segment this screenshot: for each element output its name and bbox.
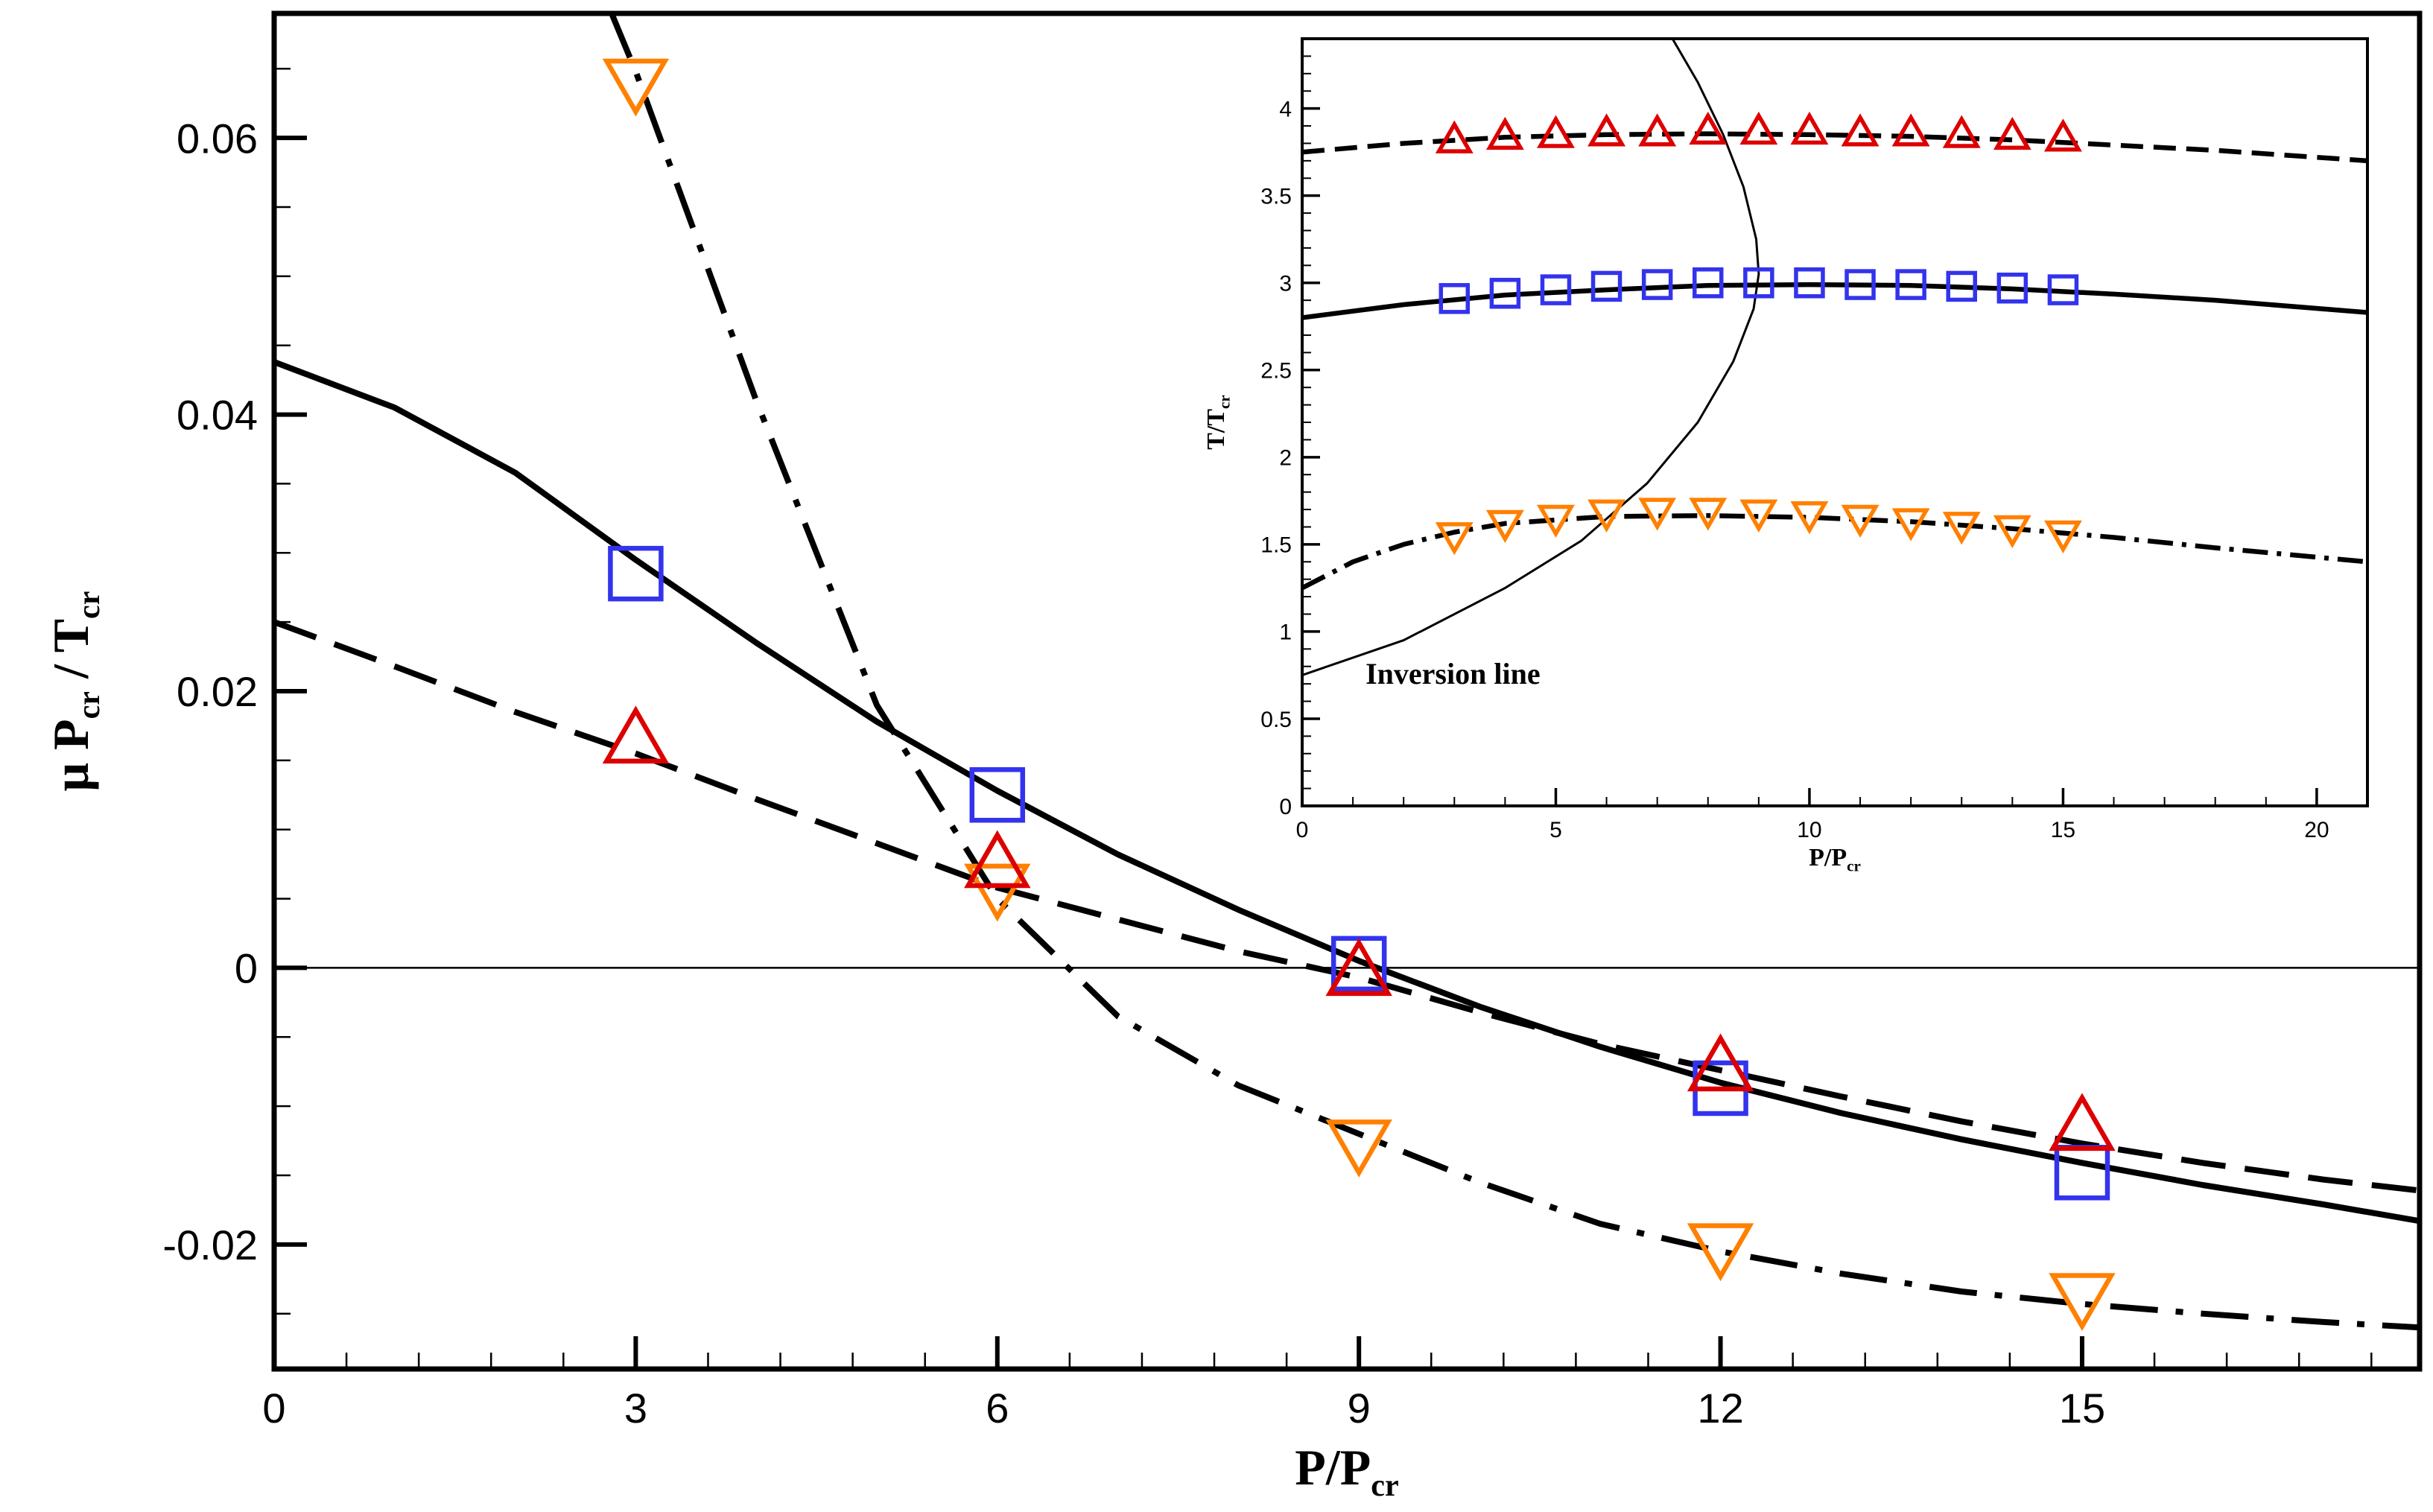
marker-triangle-down bbox=[602, 58, 670, 117]
marker-square bbox=[1641, 269, 1673, 300]
series-line-solid bbox=[1302, 282, 2367, 320]
marker-triangle-up bbox=[1325, 938, 1392, 997]
marker-triangle-up bbox=[1739, 111, 1778, 145]
marker-triangle-up bbox=[1435, 120, 1474, 153]
y-axis-title: T/Tcr bbox=[1202, 395, 1233, 450]
y-tick-label: 3 bbox=[1279, 272, 1292, 296]
axis-ticks bbox=[1301, 38, 2368, 807]
marker-triangle-up bbox=[1790, 111, 1829, 145]
x-tick-label: 10 bbox=[1797, 818, 1821, 842]
x-tick-label: 20 bbox=[2304, 818, 2329, 842]
marker-square bbox=[608, 545, 664, 602]
marker-triangle-down bbox=[1687, 1223, 1754, 1282]
marker-triangle-down bbox=[1587, 499, 1626, 533]
marker-triangle-up bbox=[1485, 116, 1524, 150]
x-tick-label: 15 bbox=[2059, 1385, 2105, 1432]
y-tick-label: 2.5 bbox=[1260, 359, 1292, 384]
x-tick-label: 6 bbox=[986, 1385, 1009, 1432]
series-line-dashed bbox=[274, 619, 2420, 1194]
y-tick-label: 1.5 bbox=[1260, 533, 1292, 558]
y-tick-label: 1 bbox=[1279, 620, 1292, 645]
y-axis-title: μ Pcr / Tcr bbox=[42, 591, 107, 792]
marker-triangle-up bbox=[2043, 118, 2082, 152]
marker-triangle-up bbox=[1537, 115, 1575, 148]
y-tick-label: 0.5 bbox=[1260, 708, 1292, 732]
y-tick-label: 0.06 bbox=[177, 115, 258, 162]
markers bbox=[602, 58, 2116, 1332]
inversion-line bbox=[1302, 39, 1760, 676]
marker-triangle-down bbox=[1325, 1119, 1392, 1178]
marker-square bbox=[1794, 267, 1825, 299]
marker-square bbox=[1946, 270, 1977, 302]
x-tick-label: 5 bbox=[1549, 818, 1562, 842]
marker-square bbox=[1693, 267, 1724, 299]
marker-triangle-up bbox=[1689, 111, 1728, 145]
y-tick-label: 0.04 bbox=[177, 392, 258, 439]
marker-triangle-up bbox=[602, 705, 670, 764]
x-tick-label: 0 bbox=[262, 1385, 285, 1432]
marker-triangle-down bbox=[1739, 499, 1778, 533]
marker-square bbox=[1743, 267, 1774, 299]
x-tick-label: 0 bbox=[1296, 818, 1309, 842]
marker-triangle-up bbox=[1891, 113, 1930, 147]
marker-triangle-up bbox=[1993, 116, 2031, 150]
marker-triangle-down bbox=[1485, 509, 1524, 543]
marker-triangle-down bbox=[1891, 508, 1930, 541]
marker-triangle-up bbox=[1638, 113, 1677, 147]
markers bbox=[1435, 111, 2082, 556]
marker-triangle-down bbox=[1689, 498, 1728, 531]
marker-triangle-down bbox=[2049, 1273, 2116, 1332]
marker-triangle-up bbox=[1687, 1033, 1754, 1092]
marker-square bbox=[1489, 278, 1521, 309]
x-tick-label: 3 bbox=[624, 1385, 647, 1432]
inset-chart: 0 5 10 15 20 0 0.5 1 1.5 2 2.5 3 3.5 4 P/Pcr T/Tcr Inver… bbox=[1202, 37, 2369, 874]
series-line-dashdot bbox=[609, 13, 2420, 1331]
x-axis-title: P/Pcr bbox=[1809, 844, 1861, 874]
series-line-solid bbox=[274, 359, 2420, 1224]
marker-triangle-up bbox=[964, 830, 1031, 889]
marker-triangle-down bbox=[1790, 501, 1829, 535]
x-axis-title: P/Pcr bbox=[1295, 1439, 1398, 1503]
y-tick-label: 0.02 bbox=[177, 668, 258, 715]
y-tick-label: 2 bbox=[1279, 446, 1292, 471]
marker-square bbox=[1438, 283, 1471, 314]
marker-square bbox=[2047, 274, 2079, 305]
marker-triangle-down bbox=[1993, 515, 2031, 549]
marker-triangle-down bbox=[964, 863, 1031, 922]
marker-square bbox=[1844, 269, 1876, 300]
marker-triangle-up bbox=[2049, 1093, 2116, 1152]
marker-triangle-down bbox=[2043, 520, 2082, 554]
plot-content bbox=[1302, 39, 2367, 676]
marker-triangle-down bbox=[1638, 498, 1677, 531]
x-tick-label: 9 bbox=[1348, 1385, 1371, 1432]
plot-area bbox=[1302, 39, 2367, 806]
y-tick-label: 4 bbox=[1279, 97, 1292, 121]
marker-triangle-down bbox=[1841, 504, 1880, 538]
axis-ticks bbox=[272, 68, 2373, 1369]
marker-square bbox=[1996, 273, 2028, 304]
marker-square bbox=[1540, 274, 1572, 305]
marker-triangle-down bbox=[1942, 512, 1981, 545]
inversion-line-label: Inversion line bbox=[1365, 657, 1540, 690]
y-tick-label: 0 bbox=[1279, 795, 1292, 819]
series-line-dashed bbox=[1302, 131, 2367, 164]
series-line-dashdot bbox=[1302, 512, 2367, 591]
marker-triangle-down bbox=[1435, 522, 1474, 556]
y-tick-label: 0 bbox=[235, 945, 258, 992]
marker-square bbox=[1590, 270, 1622, 302]
marker-triangle-up bbox=[1587, 113, 1626, 147]
marker-square bbox=[969, 767, 1026, 823]
marker-triangle-down bbox=[1537, 504, 1575, 538]
marker-triangle-up bbox=[1841, 113, 1880, 147]
marker-square bbox=[1895, 269, 1926, 300]
x-tick-label: 15 bbox=[2051, 818, 2075, 842]
marker-triangle-up bbox=[1942, 115, 1981, 148]
y-tick-label: 3.5 bbox=[1260, 184, 1292, 209]
x-tick-label: 12 bbox=[1697, 1385, 1743, 1432]
y-tick-label: -0.02 bbox=[162, 1222, 258, 1268]
